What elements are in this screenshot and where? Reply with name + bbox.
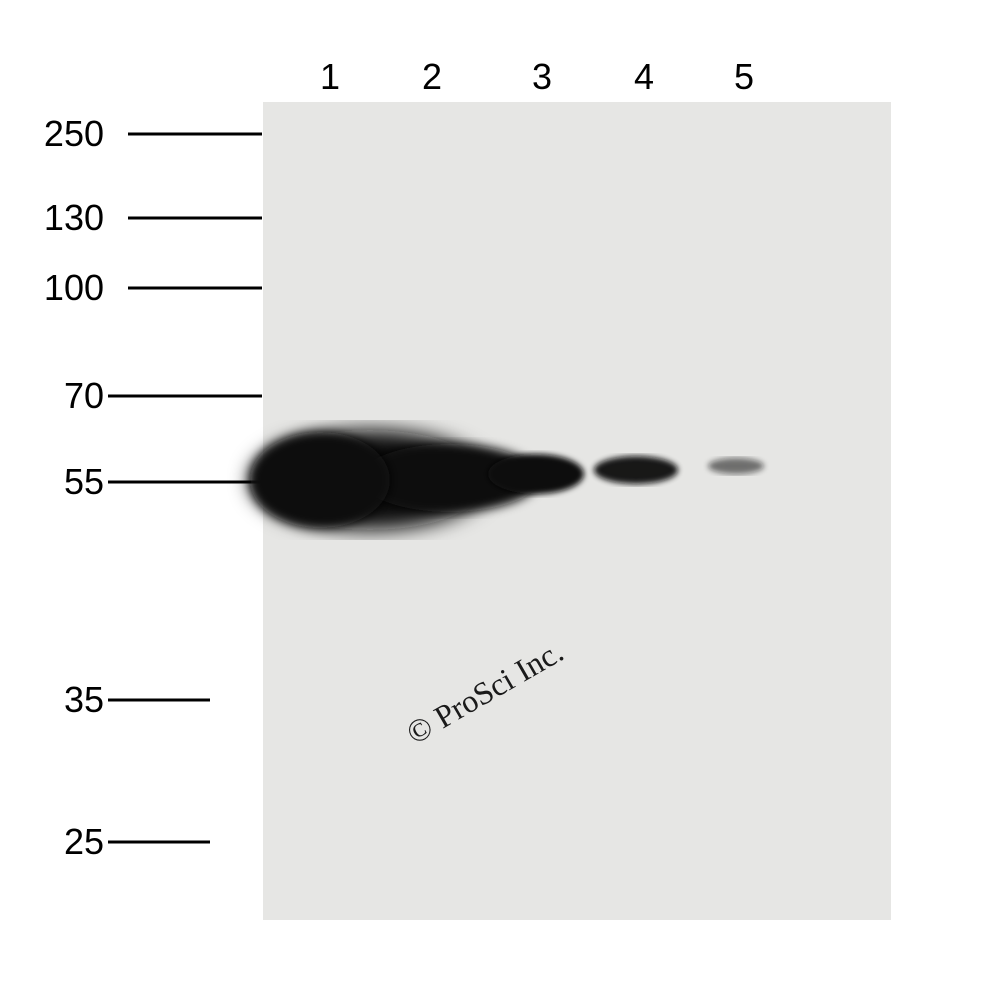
band-lane-5: [708, 458, 764, 474]
band-layer: [0, 0, 1000, 1000]
band-lane-3: [488, 454, 584, 494]
blot-figure: { "figure": { "type": "western-blot", "b…: [0, 0, 1000, 1000]
band-lane-4: [594, 456, 678, 484]
